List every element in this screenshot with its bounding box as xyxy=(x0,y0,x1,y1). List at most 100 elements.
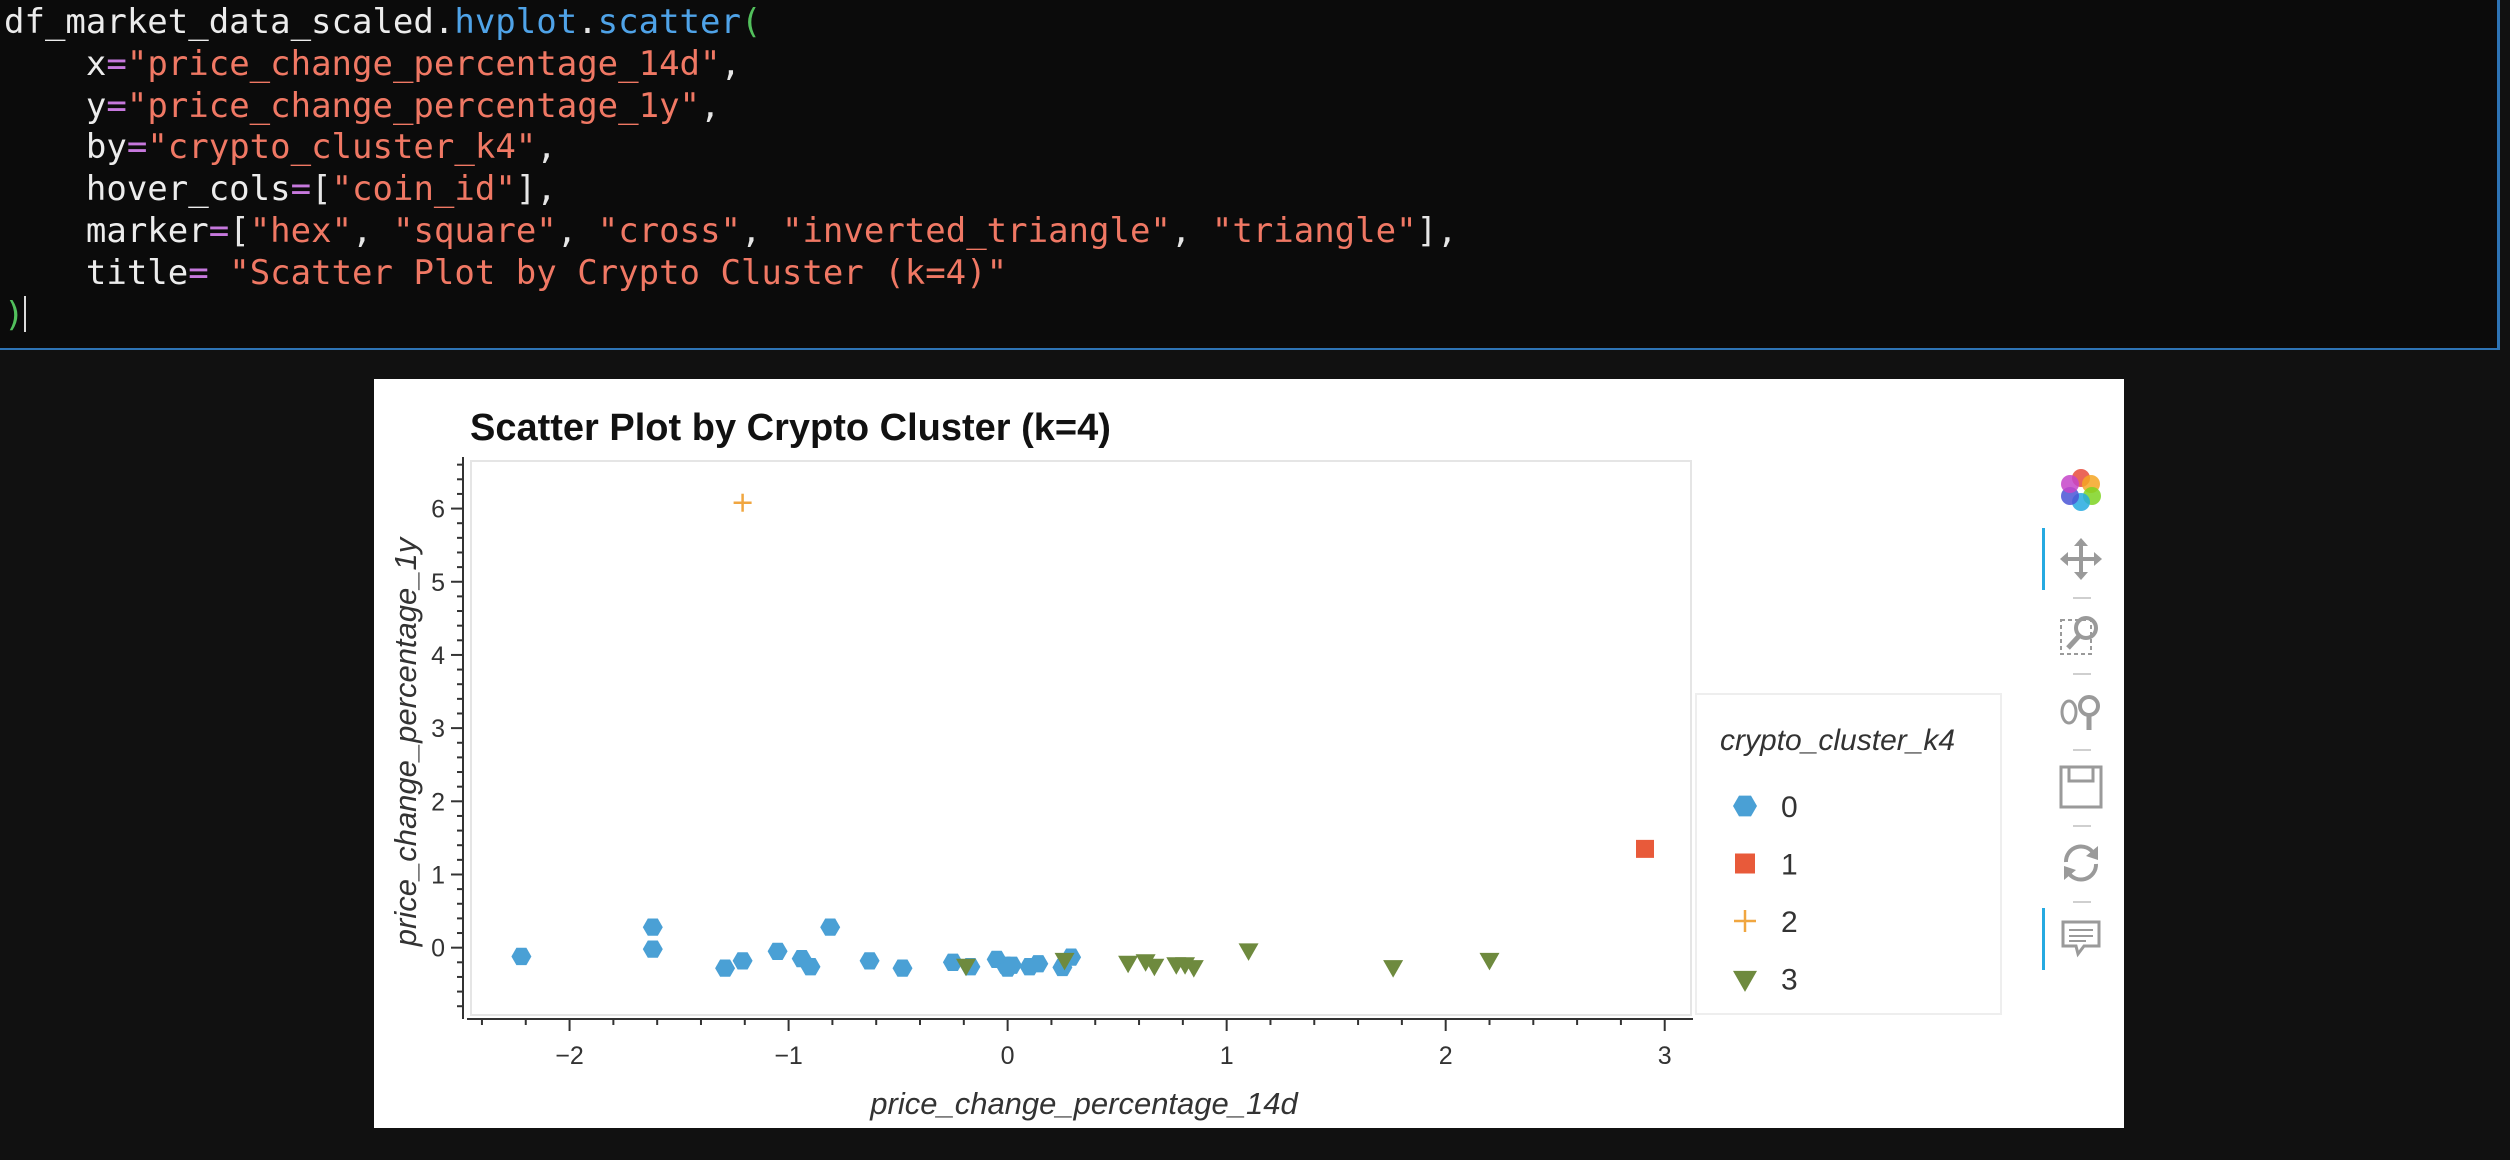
point-cluster-0 xyxy=(820,918,841,936)
text-cursor xyxy=(24,295,27,332)
code-token: "crypto_cluster_k4" xyxy=(147,127,537,168)
code-token: = xyxy=(208,210,230,251)
reset-tool[interactable] xyxy=(2046,832,2116,894)
code-token: [ xyxy=(229,210,250,251)
point-cluster-3 xyxy=(1135,954,1156,972)
box-zoom-icon xyxy=(2060,616,2098,655)
code-token: = xyxy=(188,252,209,293)
code-indent xyxy=(4,253,86,293)
legend-item-0: 0 xyxy=(1733,791,1798,824)
point-cluster-0 xyxy=(511,947,532,966)
legend-marker-2 xyxy=(1734,910,1756,932)
code-token: "Scatter Plot by Crypto Cluster (k=4)" xyxy=(229,252,1008,293)
code-token: . xyxy=(433,2,455,42)
toolbar-divider xyxy=(2073,749,2091,751)
legend-label: 0 xyxy=(1781,791,1798,824)
bokeh-logo[interactable] xyxy=(2046,459,2116,521)
x-tick-label: 1 xyxy=(1220,1042,1234,1070)
code-token: scatter xyxy=(597,2,741,42)
code-token: ( xyxy=(740,2,762,42)
code-token: . xyxy=(577,2,598,42)
code-token: "inverted_triangle" xyxy=(781,210,1171,251)
code-token: y xyxy=(85,85,107,126)
code-token: , xyxy=(720,43,741,84)
code-token: = xyxy=(106,85,127,126)
code-token: ) xyxy=(4,294,25,335)
save-icon xyxy=(2059,765,2103,809)
reset-icon xyxy=(2063,844,2099,882)
legend-label: 3 xyxy=(1781,964,1798,997)
chart-title: Scatter Plot by Crypto Cluster (k=4) xyxy=(470,407,1111,449)
toolbar-divider xyxy=(2073,597,2091,599)
code-token: ], xyxy=(1416,210,1458,251)
code-line-5: hover_cols=["coin_id"], xyxy=(4,169,557,209)
point-cluster-1 xyxy=(1636,839,1655,858)
code-token: = xyxy=(126,127,148,168)
code-line-3: y="price_change_percentage_1y", xyxy=(4,86,721,126)
code-token: title xyxy=(85,252,189,293)
point-cluster-0 xyxy=(859,952,880,970)
code-token: "price_change_percentage_1y" xyxy=(126,85,701,126)
code-token: , xyxy=(700,85,721,126)
series-2 xyxy=(733,493,752,512)
y-tick-label: 4 xyxy=(431,642,445,670)
point-cluster-2 xyxy=(733,493,752,512)
code-token: hover_cols xyxy=(85,169,291,210)
x-tick-label: −1 xyxy=(774,1042,803,1070)
legend-marker-3 xyxy=(1733,970,1757,992)
code-token: by xyxy=(85,127,127,168)
code-line-4: by="crypto_cluster_k4", xyxy=(4,127,557,167)
code-token: "square" xyxy=(393,210,557,251)
toolbar-divider xyxy=(2073,901,2091,903)
code-token: = xyxy=(290,169,312,210)
series-1 xyxy=(1636,839,1655,858)
wheel-zoom-tool[interactable] xyxy=(2046,680,2116,742)
hover-icon xyxy=(2061,920,2101,958)
scatter-chart[interactable]: Scatter Plot by Crypto Cluster (k=4) −2−… xyxy=(374,379,2124,1128)
code-token: , xyxy=(1170,210,1212,251)
bokeh-logo-icon xyxy=(2061,469,2101,511)
y-tick-label: 3 xyxy=(431,715,445,743)
x-tick-label: 3 xyxy=(1658,1042,1672,1070)
x-tick-label: 2 xyxy=(1439,1042,1453,1070)
point-cluster-3 xyxy=(1054,952,1075,971)
plot-area[interactable] xyxy=(470,460,1692,1016)
data-marks xyxy=(511,493,1655,978)
code-editor[interactable]: df_market_data_scaled.hvplot.scatter( x=… xyxy=(0,0,2497,336)
code-token: [ xyxy=(311,169,332,210)
point-cluster-3 xyxy=(1183,960,1204,978)
point-cluster-0 xyxy=(800,958,821,976)
save-tool[interactable] xyxy=(2046,756,2116,818)
code-token: marker xyxy=(85,210,209,251)
code-token: "triangle" xyxy=(1211,210,1417,251)
point-cluster-0 xyxy=(1002,956,1022,974)
legend-title: crypto_cluster_k4 xyxy=(1720,724,1955,757)
point-cluster-0 xyxy=(892,959,913,977)
toolbar-divider xyxy=(2073,673,2091,675)
series-3 xyxy=(956,943,1500,978)
legend-items: 0 1 2 3 xyxy=(1733,791,1798,997)
point-cluster-0 xyxy=(642,918,663,936)
legend-marker-0 xyxy=(1733,795,1757,817)
wheel-zoom-icon xyxy=(2060,695,2100,730)
point-cluster-3 xyxy=(1479,952,1500,971)
point-cluster-3 xyxy=(1118,955,1139,974)
code-line-2: x="price_change_percentage_14d", xyxy=(4,44,741,84)
pan-tool[interactable] xyxy=(2042,528,2116,590)
code-token: "cross" xyxy=(597,210,742,251)
point-cluster-0 xyxy=(767,942,788,960)
code-indent xyxy=(4,211,86,251)
code-indent xyxy=(4,86,86,126)
code-line-1: df_market_data_scaled.hvplot.scatter( xyxy=(4,2,761,42)
code-space xyxy=(209,253,229,293)
point-cluster-0 xyxy=(942,953,963,971)
code-line-7: title= "Scatter Plot by Crypto Cluster (… xyxy=(4,253,1007,293)
y-tick-label: 0 xyxy=(431,935,445,963)
cell-output: Scatter Plot by Crypto Cluster (k=4) −2−… xyxy=(374,379,2124,1128)
code-token: , xyxy=(741,210,782,251)
code-token: "coin_id" xyxy=(331,169,516,210)
code-token: , xyxy=(556,210,598,251)
hover-tool[interactable] xyxy=(2042,908,2116,970)
box-zoom-tool[interactable] xyxy=(2046,604,2116,666)
code-cell[interactable]: df_market_data_scaled.hvplot.scatter( x=… xyxy=(0,0,2500,350)
